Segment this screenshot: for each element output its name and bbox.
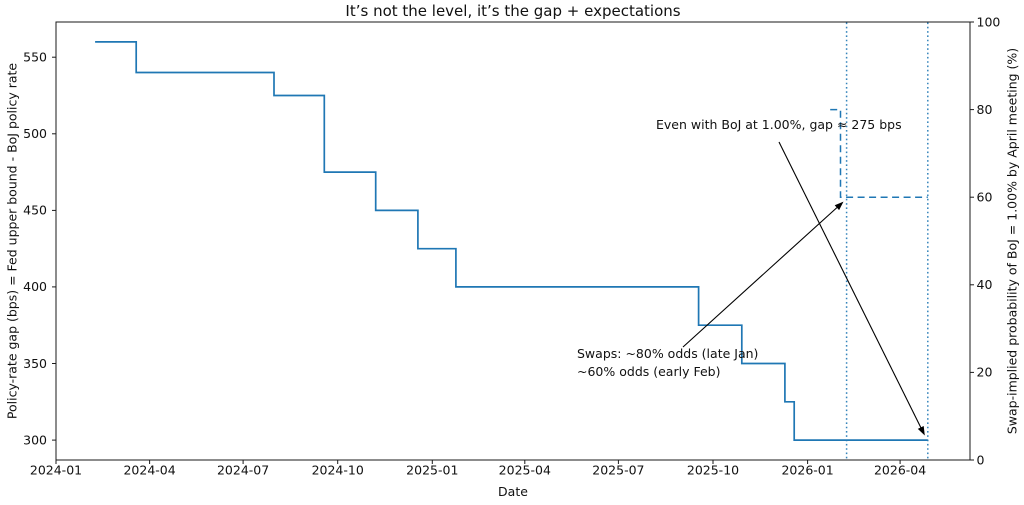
x-tick-label: 2025-01 xyxy=(406,463,458,478)
y-axis-label-left: Policy-rate gap (bps) = Fed upper bound … xyxy=(4,62,20,420)
x-tick-label: 2025-04 xyxy=(499,463,551,478)
y-right-tick-label: 60 xyxy=(977,190,993,205)
x-axis-ticks xyxy=(55,460,901,464)
x-tick-label: 2024-10 xyxy=(312,463,364,478)
y-axis-label-right: Swap-implied probability of BoJ = 1.00% … xyxy=(1004,47,1020,435)
chart-title: It’s not the level, it’s the gap + expec… xyxy=(345,2,681,20)
annotation-gap-note: Even with BoJ at 1.00%, gap ≈ 275 bps xyxy=(656,117,902,132)
y-axis-left-tick-labels: 300 350 400 450 500 550 xyxy=(23,50,47,448)
y-right-tick-label: 40 xyxy=(977,277,993,292)
y-right-tick-label: 20 xyxy=(977,365,993,380)
x-tick-label: 2025-07 xyxy=(592,463,644,478)
plot-border xyxy=(55,21,971,461)
annotation-arrowhead xyxy=(834,201,844,211)
x-tick-label: 2024-01 xyxy=(30,463,82,478)
x-axis-label: Date xyxy=(498,484,528,499)
y-right-tick-label: 80 xyxy=(977,102,993,117)
y-right-tick-label: 100 xyxy=(977,14,1001,29)
event-vlines xyxy=(845,22,929,460)
y-left-tick-label: 550 xyxy=(23,50,47,65)
x-tick-label: 2026-01 xyxy=(781,463,833,478)
y-left-tick-label: 450 xyxy=(23,203,47,218)
x-axis-tick-labels: 2024-01 2024-04 2024-07 2024-10 2025-01 2025-… xyxy=(30,463,926,478)
gap-series-line xyxy=(95,41,928,441)
y-axis-right-ticks xyxy=(970,21,974,461)
annotation-arrow xyxy=(778,141,923,431)
y-left-tick-label: 400 xyxy=(23,279,47,294)
annotation-arrows xyxy=(682,141,925,436)
y-left-tick-label: 350 xyxy=(23,356,47,371)
probability-series-line xyxy=(830,108,928,198)
y-axis-left-ticks xyxy=(52,56,56,441)
y-axis-right-tick-labels: 0 20 40 60 80 100 xyxy=(977,14,1001,467)
annotation-arrowhead xyxy=(917,426,925,436)
x-tick-label: 2026-04 xyxy=(874,463,926,478)
annotation-swaps-note: Swaps: ~80% odds (late Jan) ~60% odds (e… xyxy=(577,346,759,379)
y-right-tick-label: 0 xyxy=(977,452,985,467)
x-tick-label: 2024-04 xyxy=(123,463,175,478)
y-left-tick-label: 300 xyxy=(23,432,47,447)
y-left-tick-label: 500 xyxy=(23,126,47,141)
annotation-arrow xyxy=(682,205,840,348)
x-tick-label: 2025-10 xyxy=(687,463,739,478)
x-tick-label: 2024-07 xyxy=(217,463,269,478)
